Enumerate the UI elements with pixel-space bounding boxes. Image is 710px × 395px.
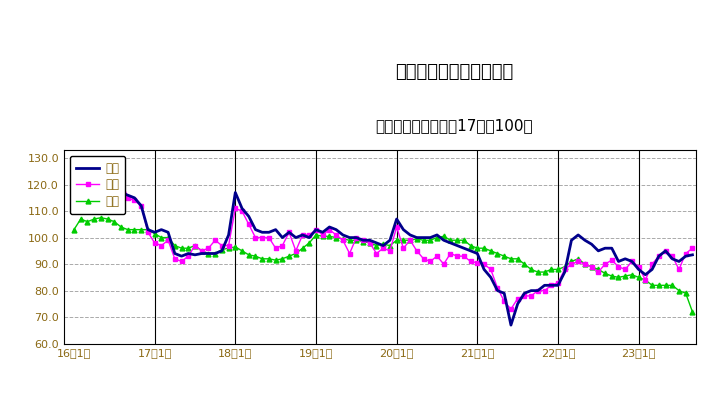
Text: 鳥取県鉱工業指数の推移: 鳥取県鉱工業指数の推移: [395, 63, 513, 81]
Legend: 生産, 出荷, 在庫: 生産, 出荷, 在庫: [70, 156, 125, 214]
Text: （季節調整済、平成17年＝100）: （季節調整済、平成17年＝100）: [376, 118, 533, 134]
